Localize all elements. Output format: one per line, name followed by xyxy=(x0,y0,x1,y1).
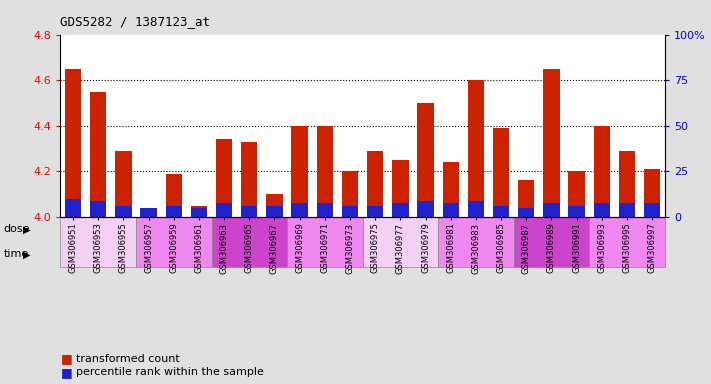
Text: ▶: ▶ xyxy=(23,224,31,235)
Bar xyxy=(442,162,459,217)
Bar xyxy=(367,205,383,217)
Bar xyxy=(367,151,383,217)
Bar xyxy=(241,142,257,217)
Bar xyxy=(316,126,333,217)
Text: 0 h: 0 h xyxy=(392,204,410,214)
Bar xyxy=(292,126,308,217)
Bar xyxy=(619,151,635,217)
Bar xyxy=(90,91,107,217)
Bar xyxy=(514,151,589,267)
Bar xyxy=(543,69,560,217)
Text: 0 h: 0 h xyxy=(90,204,107,214)
Bar xyxy=(619,203,635,217)
Bar xyxy=(60,151,136,267)
Bar xyxy=(287,151,363,267)
Bar xyxy=(493,128,509,217)
Bar xyxy=(140,208,156,217)
Text: 48 h: 48 h xyxy=(312,204,337,214)
Text: ■: ■ xyxy=(60,353,73,366)
Bar xyxy=(644,203,661,217)
Bar xyxy=(216,203,232,217)
Text: 4 h: 4 h xyxy=(467,204,485,214)
Bar xyxy=(363,35,665,151)
Text: 3 mg/kg RDX: 3 mg/kg RDX xyxy=(175,88,248,98)
Bar xyxy=(241,205,257,217)
Bar xyxy=(342,205,358,217)
Bar xyxy=(316,203,333,217)
Text: ▶: ▶ xyxy=(23,249,31,260)
Bar xyxy=(212,151,287,267)
Bar xyxy=(543,203,560,217)
Bar xyxy=(267,194,283,217)
Text: dose: dose xyxy=(4,224,30,235)
Text: GDS5282 / 1387123_at: GDS5282 / 1387123_at xyxy=(60,15,210,28)
Bar xyxy=(644,169,661,217)
Bar xyxy=(594,126,610,217)
Bar xyxy=(191,205,207,217)
Bar xyxy=(417,103,434,217)
Bar xyxy=(589,151,665,267)
Bar xyxy=(392,203,409,217)
Text: 24 h: 24 h xyxy=(237,204,262,214)
Text: 18 mg/kg RDX: 18 mg/kg RDX xyxy=(474,88,554,98)
Bar xyxy=(363,151,438,267)
Bar xyxy=(392,160,409,217)
Bar xyxy=(136,151,212,267)
Bar xyxy=(518,180,535,217)
Text: 4 h: 4 h xyxy=(165,204,183,214)
Bar xyxy=(115,151,132,217)
Bar xyxy=(140,208,156,217)
Text: 48 h: 48 h xyxy=(614,204,639,214)
Bar xyxy=(90,201,107,217)
Bar xyxy=(468,80,484,217)
Bar xyxy=(267,205,283,217)
Bar xyxy=(216,139,232,217)
Bar xyxy=(65,69,81,217)
Bar xyxy=(518,208,535,217)
Text: transformed count: transformed count xyxy=(76,354,180,364)
Bar xyxy=(342,171,358,217)
Bar xyxy=(115,205,132,217)
Bar xyxy=(65,199,81,217)
Bar xyxy=(60,35,363,151)
Bar xyxy=(292,203,308,217)
Text: 24 h: 24 h xyxy=(539,204,564,214)
Bar xyxy=(569,171,585,217)
Bar xyxy=(569,205,585,217)
Text: percentile rank within the sample: percentile rank within the sample xyxy=(76,367,264,377)
Bar xyxy=(166,205,182,217)
Bar xyxy=(438,151,514,267)
Text: time: time xyxy=(4,249,29,260)
Bar xyxy=(468,201,484,217)
Bar xyxy=(442,203,459,217)
Bar xyxy=(166,174,182,217)
Text: ■: ■ xyxy=(60,366,73,379)
Bar xyxy=(594,203,610,217)
Bar xyxy=(191,208,207,217)
Bar xyxy=(493,205,509,217)
Bar xyxy=(417,201,434,217)
